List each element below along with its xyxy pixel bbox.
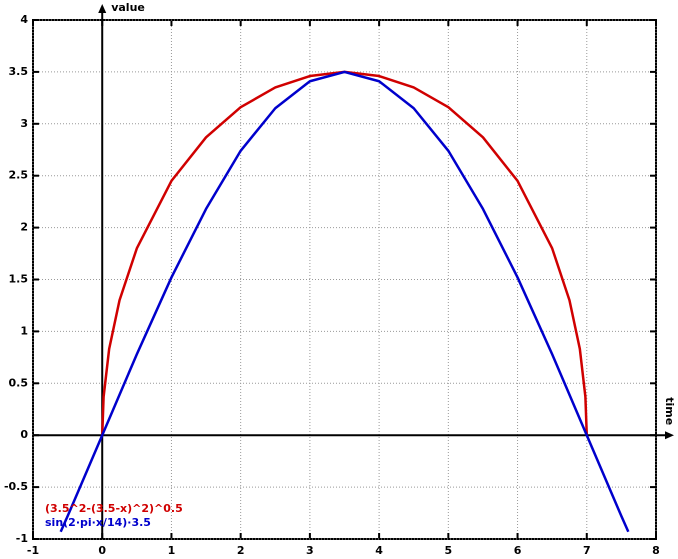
x-tick-label: 1 bbox=[168, 544, 176, 557]
x-axis-arrow bbox=[665, 431, 674, 440]
y-tick-label: 0 bbox=[20, 428, 28, 441]
y-tick-label: 1 bbox=[20, 324, 28, 337]
x-tick-label: 2 bbox=[237, 544, 245, 557]
y-tick-label: 3 bbox=[20, 117, 28, 130]
y-tick-label: -0.5 bbox=[4, 480, 28, 493]
y-tick-label: -1 bbox=[16, 532, 28, 545]
x-tick-label: 4 bbox=[375, 544, 383, 557]
x-tick-label: 7 bbox=[583, 544, 591, 557]
series-line bbox=[100, 70, 589, 436]
y-axis-label: value bbox=[111, 1, 145, 14]
y-axis-arrow bbox=[98, 4, 107, 13]
x-tick-label: 8 bbox=[652, 544, 660, 557]
x-tick-label: 5 bbox=[445, 544, 453, 557]
legend-entry: (3.5^2-(3.5-x)^2)^0.5 bbox=[45, 502, 183, 515]
legend-entry: sin(2·pi·x/14)·3.5 bbox=[45, 516, 151, 529]
y-tick-label: 3.5 bbox=[9, 65, 29, 78]
series-line bbox=[59, 70, 630, 533]
y-tick-label: 4 bbox=[20, 13, 28, 26]
y-tick-label: 0.5 bbox=[9, 376, 29, 389]
x-tick-label: -1 bbox=[27, 544, 39, 557]
plot-area bbox=[59, 70, 630, 533]
y-tick-label: 1.5 bbox=[9, 273, 29, 286]
x-axis-label: time bbox=[663, 397, 676, 425]
x-tick-label: 3 bbox=[306, 544, 314, 557]
y-tick-label: 2.5 bbox=[9, 169, 29, 182]
x-tick-label: 6 bbox=[514, 544, 522, 557]
x-tick-label: 0 bbox=[98, 544, 106, 557]
y-tick-label: 2 bbox=[20, 221, 28, 234]
